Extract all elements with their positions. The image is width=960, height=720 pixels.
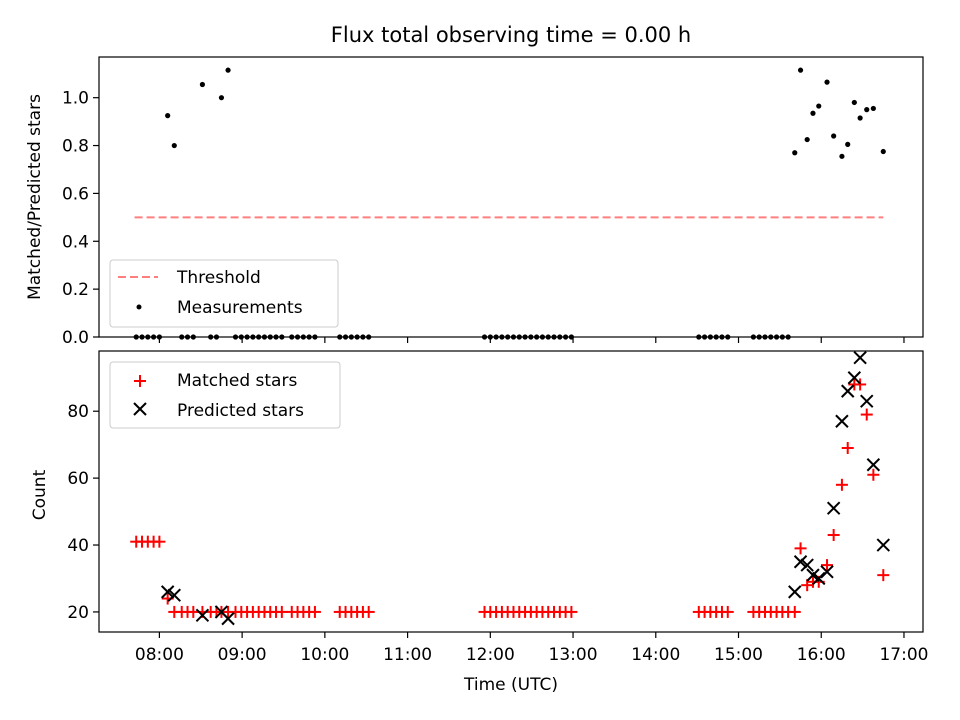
measurement-point	[831, 133, 837, 139]
legend-predicted-swatch	[133, 402, 147, 416]
predicted-star-marker	[876, 538, 890, 552]
measurement-point	[845, 141, 851, 147]
matched-star-marker	[835, 478, 848, 491]
predicted-star-marker	[820, 565, 834, 579]
matched-star-marker	[860, 408, 873, 421]
bottom-x-tick-label: 17:00	[879, 645, 928, 665]
top-y-tick-label: 0.8	[62, 137, 89, 157]
matched-star-marker	[721, 605, 734, 618]
measurement-point	[218, 95, 225, 101]
top-y-tick-label: 0.4	[62, 232, 89, 252]
legend-matched-label: Matched stars	[177, 371, 297, 391]
matched-star-points	[130, 378, 890, 618]
predicted-star-marker	[167, 588, 181, 602]
top-y-tick-label: 1.0	[62, 89, 89, 109]
bottom-x-tick-label: 13:00	[549, 645, 598, 665]
matched-star-marker	[565, 605, 578, 618]
bottom-x-tick-label: 08:00	[135, 645, 184, 665]
predicted-star-marker	[847, 371, 862, 385]
measurement-point	[864, 107, 870, 113]
matched-star-marker	[788, 605, 801, 618]
measurement-point	[824, 79, 830, 85]
legend-measurements-swatch	[136, 304, 142, 310]
top-y-tick-label: 0.6	[62, 184, 89, 204]
bottom-y-ticks: 20 40 60 80	[67, 402, 99, 623]
bottom-x-tick-label: 14:00	[631, 645, 680, 665]
predicted-star-marker	[221, 611, 235, 626]
bottom-x-tick-label: 11:00	[383, 645, 432, 665]
measurement-point	[804, 136, 810, 143]
top-y-ticks: 0.0 0.2 0.4 0.6 0.8 1.0	[62, 89, 99, 348]
matched-star-marker	[153, 535, 166, 548]
bottom-x-tick-label: 16:00	[797, 645, 846, 665]
top-y-tick-label: 0.0	[62, 328, 89, 348]
matched-star-marker	[854, 378, 867, 391]
predicted-star-marker	[195, 608, 210, 622]
bottom-x-tick-label: 12:00	[466, 645, 515, 665]
measurement-point	[857, 115, 863, 121]
chart-title: Flux total observing time = 0.00 h	[331, 23, 691, 47]
top-legend-box	[109, 259, 339, 328]
legend-threshold-label: Threshold	[176, 268, 261, 288]
measurement-point	[797, 67, 804, 73]
top-y-axis-label: Matched/Predicted stars	[25, 94, 45, 300]
bottom-y-tick-label: 80	[67, 402, 89, 422]
predicted-star-points	[160, 350, 890, 626]
bottom-legend-box	[109, 361, 341, 429]
bottom-y-axis-label: Count	[30, 469, 50, 520]
measurement-point	[171, 142, 177, 149]
predicted-star-marker	[160, 585, 175, 599]
bottom-x-ticks: 08:00 09:00 10:00 11:00 12:00 13:00 14:00 15:00…	[135, 632, 928, 665]
top-y-tick-label: 0.2	[62, 280, 89, 300]
measurement-point	[199, 81, 206, 88]
measurement-point	[851, 99, 857, 106]
measurement-point	[880, 148, 886, 155]
bottom-plot-frame	[98, 350, 924, 633]
matched-star-marker	[821, 559, 834, 572]
measurement-point	[792, 150, 798, 156]
predicted-star-marker	[835, 414, 849, 428]
predicted-star-marker	[860, 394, 874, 408]
bottom-x-tick-label: 15:00	[714, 645, 763, 665]
predicted-star-marker	[866, 458, 881, 472]
top-plot-frame	[98, 56, 924, 338]
matched-star-marker	[877, 569, 890, 582]
bottom-legend: Matched stars Predicted stars	[109, 361, 341, 429]
measurement-point	[225, 67, 231, 73]
measurement-point	[839, 153, 845, 159]
top-legend: Threshold Measurements	[109, 259, 339, 328]
legend-measurements-label: Measurements	[177, 298, 303, 318]
predicted-star-marker	[800, 558, 814, 572]
measurement-point	[810, 110, 816, 116]
predicted-star-marker	[853, 350, 867, 365]
bottom-x-tick-label: 10:00	[300, 645, 349, 665]
predicted-star-marker	[793, 555, 808, 569]
matched-star-marker	[867, 468, 880, 481]
predicted-star-marker	[841, 384, 855, 398]
matched-star-marker	[362, 605, 375, 618]
measurement-point	[816, 103, 822, 109]
predicted-star-marker	[826, 501, 841, 515]
predicted-star-marker	[812, 571, 826, 586]
matched-star-marker	[794, 542, 807, 555]
bottom-y-tick-label: 20	[67, 603, 89, 623]
bottom-y-tick-label: 60	[67, 469, 89, 489]
matched-star-marker	[841, 442, 854, 455]
matched-star-marker	[308, 605, 321, 618]
legend-predicted-label: Predicted stars	[177, 401, 304, 421]
legend-matched-swatch	[134, 375, 146, 387]
bottom-x-tick-label: 09:00	[218, 645, 267, 665]
measurement-point	[165, 113, 171, 119]
measurement-point	[870, 105, 876, 112]
bottom-y-tick-label: 40	[67, 536, 89, 556]
predicted-star-marker	[788, 585, 802, 599]
x-axis-label: Time (UTC)	[463, 675, 558, 695]
matched-star-marker	[827, 528, 840, 541]
